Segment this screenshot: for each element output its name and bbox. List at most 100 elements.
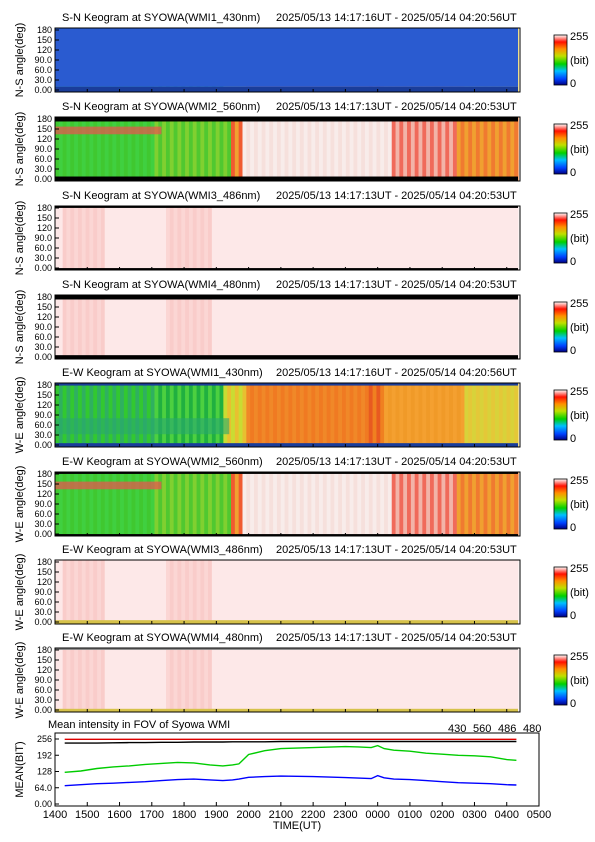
keogram-column <box>143 295 148 359</box>
keogram-column <box>380 295 385 359</box>
keogram-column <box>104 472 110 536</box>
keogram-column <box>407 560 412 624</box>
keogram-column <box>185 383 190 447</box>
keogram-column <box>303 117 309 181</box>
panel-title: E-W Keogram at SYOWA(WMI1_430nm) <box>62 367 263 379</box>
keogram-column <box>284 295 290 359</box>
keogram-column <box>414 383 420 447</box>
keogram-column <box>219 117 224 181</box>
keogram-column <box>185 295 190 359</box>
keogram-column <box>498 117 504 181</box>
keogram-column <box>231 648 236 712</box>
keogram-column <box>93 206 98 270</box>
keogram-column <box>299 560 305 624</box>
panel-time-range: 2025/05/13 14:17:13UT - 2025/05/14 04:20… <box>276 101 517 113</box>
y-tick-label: 192 <box>37 750 52 760</box>
y-tick-label: 64.0 <box>34 783 52 793</box>
keogram-column <box>234 648 240 712</box>
keogram-column <box>307 472 312 536</box>
keogram-column <box>77 472 83 536</box>
keogram-column <box>487 383 492 447</box>
keogram-column <box>173 117 179 181</box>
keogram-column <box>429 383 435 447</box>
keogram-column <box>123 472 129 536</box>
keogram-column <box>364 295 370 359</box>
keogram-column <box>162 648 167 712</box>
colorbar-min: 0 <box>570 345 576 357</box>
keogram-column <box>112 648 117 712</box>
keogram-column <box>399 117 404 181</box>
keogram-column <box>215 206 221 270</box>
keogram-column <box>108 295 113 359</box>
keogram-column <box>265 560 270 624</box>
keogram-column <box>322 206 328 270</box>
keogram-column <box>100 648 106 712</box>
y-tick-label: 120 <box>37 312 52 322</box>
keogram-column <box>66 383 71 447</box>
keogram-column <box>510 472 515 536</box>
keogram-column <box>116 560 121 624</box>
keogram-column <box>364 206 370 270</box>
keogram-column <box>326 117 332 181</box>
keogram-column <box>449 560 454 624</box>
keogram-column <box>334 206 339 270</box>
keogram-column <box>357 560 362 624</box>
keogram-column <box>227 383 232 447</box>
keogram-column <box>422 560 427 624</box>
keogram-column <box>265 295 270 359</box>
keogram-column <box>120 117 125 181</box>
keogram-column <box>100 117 106 181</box>
keogram-column <box>299 472 305 536</box>
edge-band <box>55 648 518 650</box>
keogram-column <box>204 648 209 712</box>
keogram-column <box>288 383 293 447</box>
keogram-column <box>445 648 450 712</box>
keogram-column <box>418 295 423 359</box>
keogram-column <box>433 472 439 536</box>
keogram-column <box>77 117 83 181</box>
keogram-column <box>188 295 194 359</box>
keogram-column <box>215 295 221 359</box>
keogram-column <box>426 117 431 181</box>
keogram-column <box>192 206 198 270</box>
keogram-column <box>491 648 496 712</box>
y-tick-label: 60.0 <box>34 597 52 607</box>
y-tick-label: 180 <box>37 25 52 35</box>
keogram-column <box>410 648 416 712</box>
keogram-column <box>449 648 454 712</box>
keogram-column <box>154 383 159 447</box>
keogram-column <box>227 295 232 359</box>
keogram-column <box>391 472 397 536</box>
keogram-column <box>165 383 171 447</box>
keogram-column <box>123 648 129 712</box>
keogram-column <box>334 295 339 359</box>
keogram-column <box>223 295 228 359</box>
keogram-column <box>177 560 182 624</box>
keogram-column <box>246 206 251 270</box>
keogram-column <box>70 295 75 359</box>
keogram-column <box>506 206 511 270</box>
y-tick-label: 60.0 <box>34 65 52 75</box>
keogram-column <box>403 383 408 447</box>
keogram-column <box>265 383 270 447</box>
keogram-band <box>55 481 162 490</box>
keogram-column <box>502 206 508 270</box>
keogram-column <box>468 117 473 181</box>
keogram-column <box>410 117 416 181</box>
keogram-column <box>456 648 462 712</box>
y-tick-label: 180 <box>37 469 52 479</box>
keogram-column <box>330 383 335 447</box>
keogram-column <box>89 206 94 270</box>
keogram-column <box>387 560 393 624</box>
keogram-column <box>257 560 263 624</box>
keogram-column <box>338 383 343 447</box>
keogram-column <box>372 472 378 536</box>
x-tick-label: 1500 <box>75 809 99 821</box>
panel-title: E-W Keogram at SYOWA(WMI2_560nm) <box>62 456 263 468</box>
keogram-column <box>231 117 236 181</box>
keogram-column <box>70 117 75 181</box>
keogram-column <box>204 560 209 624</box>
keogram-column <box>135 648 140 712</box>
keogram-column <box>265 117 270 181</box>
keogram-column <box>326 648 332 712</box>
